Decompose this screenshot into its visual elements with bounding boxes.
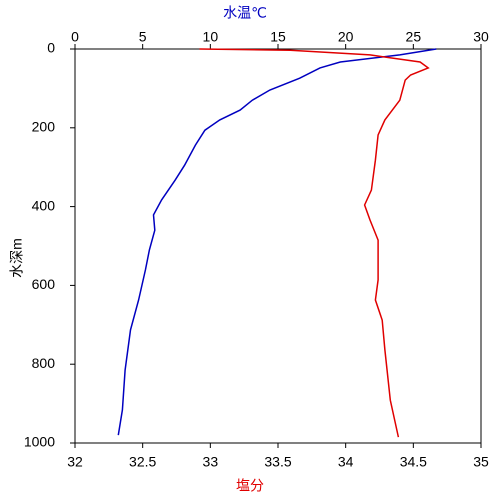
x-tick-label: 32	[67, 454, 83, 470]
top-axis-title: 水温℃	[223, 5, 267, 21]
x2-tick-label: 30	[473, 29, 489, 45]
y-tick-label: 800	[32, 355, 56, 371]
y-tick-label: 0	[47, 40, 55, 56]
y-tick-label: 400	[32, 197, 56, 213]
x-tick-label: 34	[338, 454, 354, 470]
x2-tick-label: 20	[338, 29, 354, 45]
x-tick-label: 33.5	[264, 454, 291, 470]
x-tick-label: 32.5	[129, 454, 156, 470]
profile-line	[117, 48, 437, 436]
bottom-axis-title: 塩分	[236, 478, 264, 494]
y-tick-label: 200	[32, 119, 56, 135]
x-tick-label: 33	[203, 454, 219, 470]
x-tick-label: 34.5	[400, 454, 427, 470]
plot-frame	[74, 48, 482, 444]
x2-tick-label: 5	[139, 29, 147, 45]
x2-tick-label: 10	[203, 29, 219, 45]
x2-tick-label: 25	[406, 29, 422, 45]
profile-line	[199, 48, 430, 438]
x-tick-label: 35	[473, 454, 489, 470]
y-tick-label: 1000	[24, 434, 55, 450]
left-axis-title: 水深m	[9, 238, 25, 278]
y-tick-label: 600	[32, 276, 56, 292]
x2-tick-label: 0	[71, 29, 79, 45]
x2-tick-label: 15	[270, 29, 286, 45]
